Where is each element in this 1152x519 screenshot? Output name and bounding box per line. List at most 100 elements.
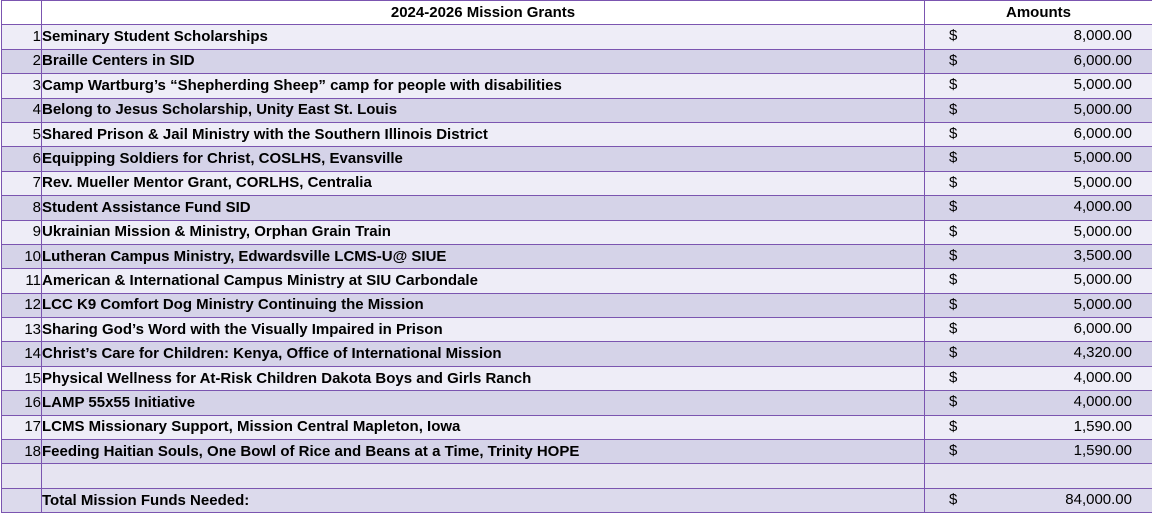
grant-name[interactable]: Seminary Student Scholarships — [41, 24, 925, 50]
row-number[interactable]: 13 — [1, 317, 42, 343]
grant-amount-cell[interactable]: $5,000.00 — [924, 292, 1152, 319]
grant-amount-cell[interactable]: $5,000.00 — [924, 219, 1152, 245]
grant-name[interactable]: Physical Wellness for At-Risk Children D… — [41, 365, 925, 392]
grant-name[interactable]: Christ’s Care for Children: Kenya, Offic… — [41, 341, 925, 367]
total-amount-cell[interactable]: $ 84,000.00 — [924, 487, 1152, 514]
grant-amount-cell[interactable]: $4,000.00 — [924, 390, 1152, 416]
grant-amount: 6,000.00 — [1073, 51, 1132, 69]
grant-amount-cell[interactable]: $8,000.00 — [924, 24, 1152, 50]
grant-amount: 4,000.00 — [1073, 198, 1132, 216]
grant-name[interactable]: LCC K9 Comfort Dog Ministry Continuing t… — [41, 292, 925, 319]
row-number[interactable]: 6 — [1, 146, 42, 172]
row-number[interactable]: 12 — [1, 292, 42, 319]
row-number[interactable]: 17 — [1, 414, 42, 441]
grant-amount: 5,000.00 — [1073, 222, 1132, 240]
row-number[interactable]: 5 — [1, 121, 42, 148]
table-row: 4 Belong to Jesus Scholarship, Unity East… — [1, 97, 1152, 123]
currency-symbol: $ — [949, 173, 958, 191]
row-number[interactable]: 16 — [1, 390, 42, 416]
row-number[interactable]: 3 — [1, 73, 42, 99]
table-row: 2 Braille Centers in SID $6,000.00 — [1, 48, 1152, 75]
blank-cell[interactable] — [41, 463, 925, 489]
grant-amount: 5,000.00 — [1073, 100, 1132, 118]
grant-name[interactable]: Student Assistance Fund SID — [41, 195, 925, 221]
grant-name[interactable]: Sharing God’s Word with the Visually Imp… — [41, 317, 925, 343]
grant-amount-cell[interactable]: $5,000.00 — [924, 170, 1152, 197]
grant-amount-cell[interactable]: $5,000.00 — [924, 97, 1152, 123]
table-row: 7 Rev. Mueller Mentor Grant, CORLHS, Cent… — [1, 170, 1152, 197]
grant-name[interactable]: Lutheran Campus Ministry, Edwardsville L… — [41, 243, 925, 270]
grant-amount-cell[interactable]: $1,590.00 — [924, 414, 1152, 441]
blank-row — [1, 463, 1152, 489]
grant-amount-cell[interactable]: $4,000.00 — [924, 195, 1152, 221]
grant-amount: 4,320.00 — [1073, 344, 1132, 362]
row-number[interactable]: 8 — [1, 195, 42, 221]
total-label[interactable]: Total Mission Funds Needed: — [41, 487, 925, 514]
table-row: 15 Physical Wellness for At-Risk Children… — [1, 365, 1152, 392]
grant-amount: 5,000.00 — [1073, 76, 1132, 94]
table-row: 18 Feeding Haitian Souls, One Bowl of Ric… — [1, 439, 1152, 465]
row-number[interactable]: 11 — [1, 268, 42, 294]
table-row: 5 Shared Prison & Jail Ministry with the … — [1, 121, 1152, 148]
grant-amount-cell[interactable]: $5,000.00 — [924, 146, 1152, 172]
grant-amount-cell[interactable]: $4,000.00 — [924, 365, 1152, 392]
table-row: 8 Student Assistance Fund SID $4,000.00 — [1, 195, 1152, 221]
grant-name[interactable]: Braille Centers in SID — [41, 48, 925, 75]
grant-amount-cell[interactable]: $5,000.00 — [924, 73, 1152, 99]
grant-amount: 8,000.00 — [1073, 27, 1132, 45]
grant-amount-cell[interactable]: $5,000.00 — [924, 268, 1152, 294]
grant-amount: 5,000.00 — [1073, 149, 1132, 167]
currency-symbol: $ — [949, 320, 958, 338]
grant-name[interactable]: Feeding Haitian Souls, One Bowl of Rice … — [41, 439, 925, 465]
grant-name[interactable]: Equipping Soldiers for Christ, COSLHS, E… — [41, 146, 925, 172]
row-number[interactable]: 15 — [1, 365, 42, 392]
row-number[interactable]: 7 — [1, 170, 42, 197]
row-number[interactable]: 2 — [1, 48, 42, 75]
table-row: 17 LCMS Missionary Support, Mission Centr… — [1, 414, 1152, 441]
currency-symbol: $ — [949, 393, 958, 411]
currency-symbol: $ — [949, 271, 958, 289]
table-row: 10 Lutheran Campus Ministry, Edwardsville… — [1, 243, 1152, 270]
grant-amount: 4,000.00 — [1073, 368, 1132, 386]
row-number[interactable]: 1 — [1, 24, 42, 50]
blank-cell[interactable] — [1, 463, 42, 489]
row-number[interactable]: 18 — [1, 439, 42, 465]
grant-amount-cell[interactable]: $1,590.00 — [924, 439, 1152, 465]
grant-amount: 6,000.00 — [1073, 320, 1132, 338]
currency-symbol: $ — [949, 222, 958, 240]
grant-name[interactable]: LAMP 55x55 Initiative — [41, 390, 925, 416]
grant-name[interactable]: Ukrainian Mission & Ministry, Orphan Gra… — [41, 219, 925, 245]
grant-amount: 1,590.00 — [1073, 417, 1132, 435]
blank-cell[interactable] — [924, 463, 1152, 489]
currency-symbol: $ — [949, 295, 958, 313]
grant-name[interactable]: American & International Campus Ministry… — [41, 268, 925, 294]
grant-amount: 6,000.00 — [1073, 124, 1132, 142]
grant-amount-cell[interactable]: $6,000.00 — [924, 317, 1152, 343]
grant-name[interactable]: LCMS Missionary Support, Mission Central… — [41, 414, 925, 441]
row-number[interactable]: 14 — [1, 341, 42, 367]
grant-amount-cell[interactable]: $3,500.00 — [924, 243, 1152, 270]
currency-symbol: $ — [949, 51, 958, 69]
grant-name[interactable]: Shared Prison & Jail Ministry with the S… — [41, 121, 925, 148]
grant-name[interactable]: Camp Wartburg’s “Shepherding Sheep” camp… — [41, 73, 925, 99]
header-number-cell[interactable] — [1, 0, 42, 26]
grant-name[interactable]: Belong to Jesus Scholarship, Unity East … — [41, 97, 925, 123]
header-title[interactable]: 2024-2026 Mission Grants — [41, 0, 925, 26]
row-number[interactable]: 9 — [1, 219, 42, 245]
grant-amount-cell[interactable]: $4,320.00 — [924, 341, 1152, 367]
row-number[interactable]: 4 — [1, 97, 42, 123]
currency-symbol: $ — [949, 344, 958, 362]
row-number[interactable]: 10 — [1, 243, 42, 270]
currency-symbol: $ — [949, 246, 958, 264]
grant-amount-cell[interactable]: $6,000.00 — [924, 48, 1152, 75]
currency-symbol: $ — [949, 76, 958, 94]
grant-rows: 1 Seminary Student Scholarships $8,000.00 2… — [1, 24, 1152, 465]
grant-amount: 5,000.00 — [1073, 173, 1132, 191]
table-row: 12 LCC K9 Comfort Dog Ministry Continuing… — [1, 292, 1152, 319]
grant-name[interactable]: Rev. Mueller Mentor Grant, CORLHS, Centr… — [41, 170, 925, 197]
header-amounts[interactable]: Amounts — [924, 0, 1152, 26]
grant-amount-cell[interactable]: $6,000.00 — [924, 121, 1152, 148]
total-row: Total Mission Funds Needed: $ 84,000.00 — [1, 487, 1152, 514]
total-number-cell[interactable] — [1, 487, 42, 514]
